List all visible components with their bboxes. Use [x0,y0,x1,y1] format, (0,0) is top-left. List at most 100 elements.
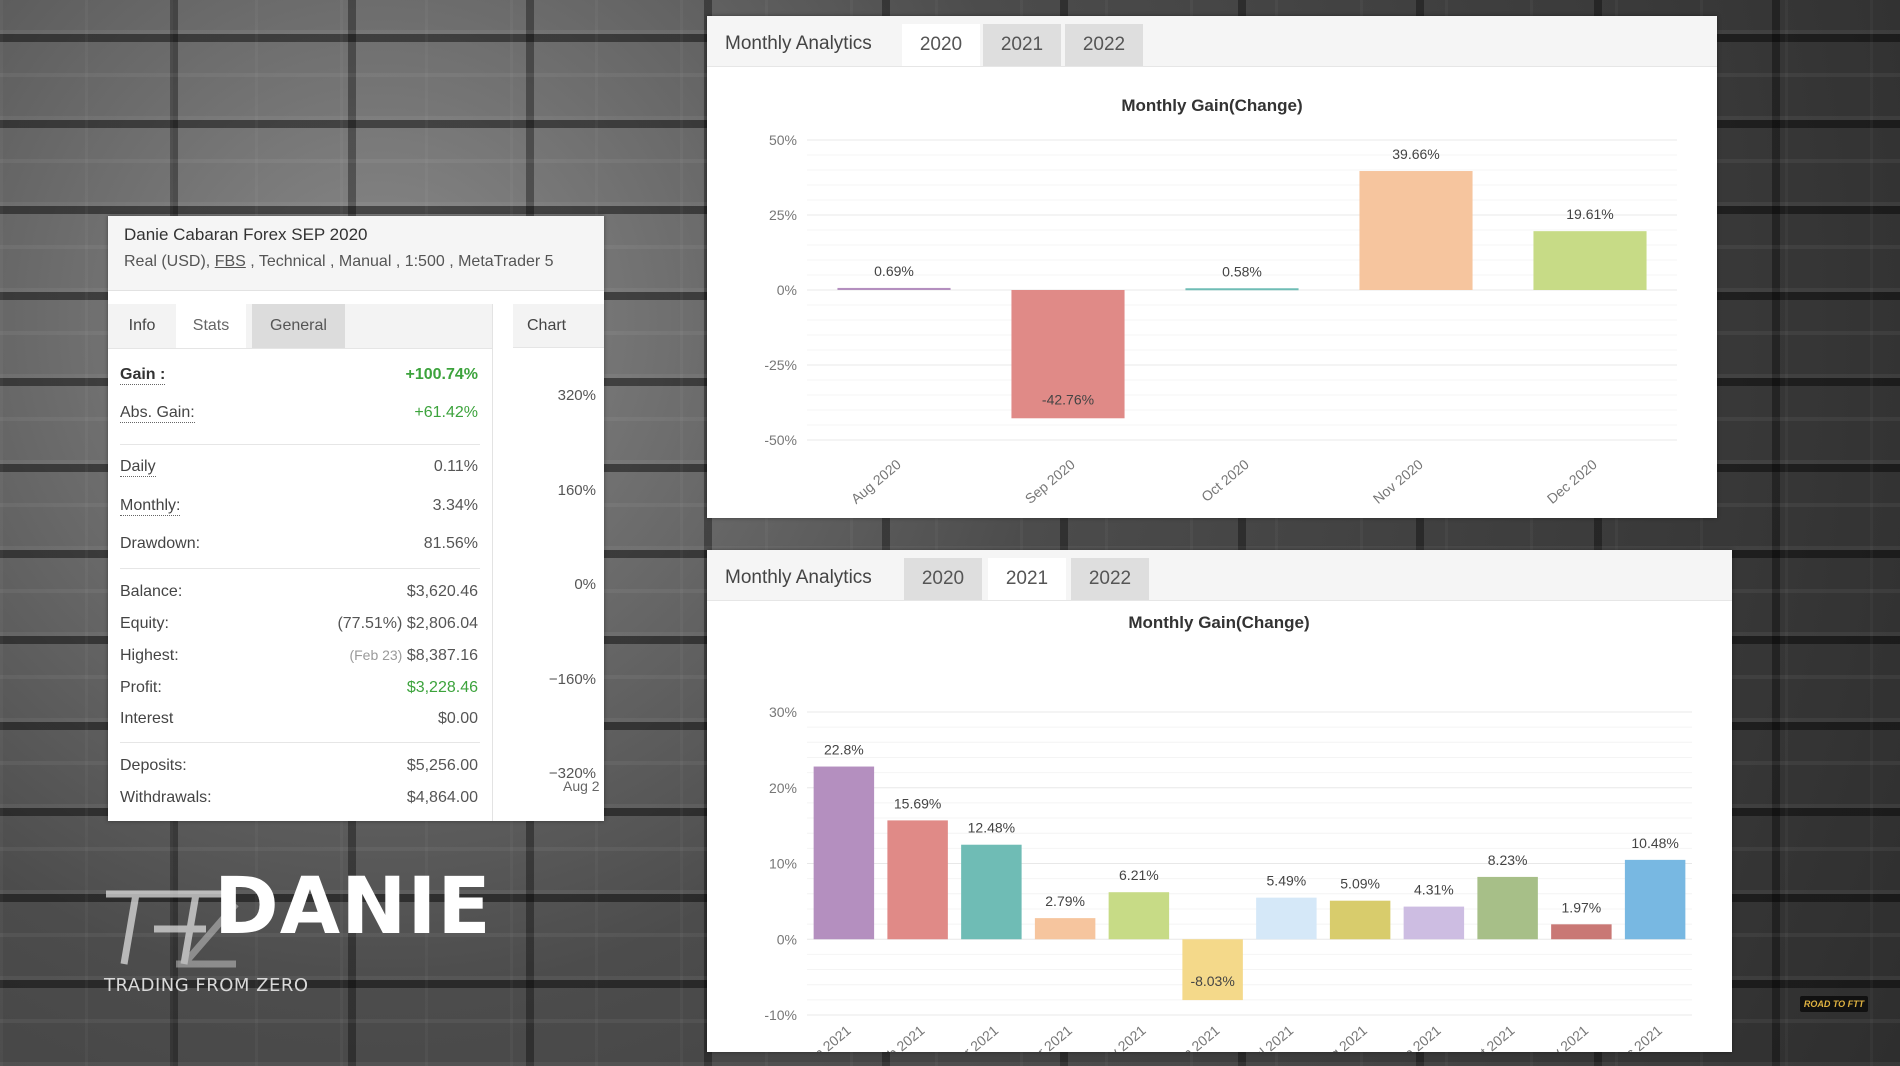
monthly-gain-chart-2021: Monthly Gain(Change) 30% 20% 10% 0% -10% 22.8%… [764,613,1692,1052]
tab-year-2022[interactable]: 2022 [1071,558,1149,600]
mini-chart-tick: 0% [574,576,596,593]
data-label: 19.61% [1566,206,1613,222]
x-tick-label: Jun 2021 [1168,1022,1223,1052]
account-header: Danie Cabaran Forex SEP 2020 Real (USD),… [108,216,604,291]
bar [1403,906,1465,940]
account-details: , Technical , Manual , 1:500 , MetaTrade… [245,253,554,270]
x-tick-label: May 2021 [1091,1022,1149,1052]
y-tick-label: -10% [764,1007,797,1023]
analytics-header: Monthly Analytics 2020 2021 2022 [707,16,1717,67]
divider [120,444,480,445]
x-tick-label: Apr 2021 [1021,1022,1075,1052]
equity-percent: (77.51%) [337,615,403,632]
x-tick-label: Dec 2020 [1544,456,1600,507]
divider [120,742,480,743]
x-tick-label: Feb 2021 [872,1022,928,1052]
data-label: 39.66% [1392,146,1439,162]
mini-chart-panel: Chart 320% 160% 0% −160% −320% Aug 2 [513,304,604,821]
x-tick-label: Jan 2021 [799,1022,854,1052]
stat-value: 0.11% [433,458,478,475]
tab-year-2020[interactable]: 2020 [904,558,982,600]
analytics-header: Monthly Analytics 2020 2021 2022 [707,550,1732,601]
stat-monthly: Monthly: 3.34% [120,497,478,519]
stat-label: Deposits: [120,757,187,774]
equity-amount: $2,806.04 [406,615,478,632]
y-tick-label: -25% [764,357,797,373]
bar [1533,231,1647,290]
stat-abs-gain: Abs. Gain: +61.42% [120,404,478,426]
chart-title: Monthly Gain(Change) [1128,613,1309,632]
bar [1011,290,1125,419]
data-label: 8.23% [1488,852,1528,868]
logo-name: DANIE [214,862,492,952]
y-tick-label: 30% [769,704,797,720]
stat-value: 81.56% [423,535,478,552]
stat-value: +61.42% [414,404,478,421]
tab-general[interactable]: General [252,304,345,348]
stat-drawdown: Drawdown: 81.56% [120,535,478,557]
tab-year-2022[interactable]: 2022 [1065,24,1143,66]
x-tick-label: Oct 2020 [1198,456,1252,505]
account-subtitle: Real (USD), FBS , Technical , Manual , 1… [124,253,554,271]
analytics-title: Monthly Analytics [725,567,872,588]
stat-label: Profit: [120,679,162,696]
account-card: Danie Cabaran Forex SEP 2020 Real (USD),… [108,216,604,821]
broker-link[interactable]: FBS [214,253,246,270]
data-label: 0.58% [1222,263,1262,279]
tab-chart[interactable]: Chart [513,304,604,348]
x-tick-label: Dec 2021 [1609,1022,1665,1052]
analytics-title: Monthly Analytics [725,33,872,54]
stat-label[interactable]: Monthly: [120,497,181,516]
tab-info[interactable]: Info [128,317,156,334]
tab-year-2021[interactable]: 2021 [983,24,1061,66]
bar [961,844,1022,940]
bar [1359,171,1473,290]
stat-balance: Balance: $3,620.46 [120,583,478,605]
bar [1256,897,1317,940]
stat-value: $3,620.46 [406,583,478,600]
y-tick-label: 50% [769,132,797,148]
tab-year-2020[interactable]: 2020 [902,24,980,66]
x-tick-label: Sep 2020 [1022,456,1078,507]
x-tick-label: Mar 2021 [946,1022,1002,1052]
account-type: Real (USD), [124,253,215,270]
stat-daily: Daily 0.11% [120,458,478,480]
stat-value: +100.74% [405,366,478,383]
bar [1182,939,1243,1001]
stat-label[interactable]: Daily [120,458,156,477]
stat-label[interactable]: Abs. Gain: [120,404,195,423]
highest-date: (Feb 23) [349,647,403,663]
x-tick-label: Aug 2020 [848,456,904,507]
bar [1185,288,1299,291]
stat-profit: Profit: $3,228.46 [120,679,478,701]
x-tick-label: Nov 2020 [1370,456,1426,507]
monthly-analytics-2020: Monthly Analytics 2020 2021 2022 Monthly… [707,16,1717,518]
x-tick-label: Jul 2021 [1245,1022,1296,1052]
stat-label: Drawdown: [120,535,201,552]
y-tick-label: 0% [777,282,797,298]
stat-value: (77.51%) $2,806.04 [337,615,478,633]
stat-label: Interest [120,710,174,727]
logo-tagline: TRADING FROM ZERO [104,975,309,996]
stat-interest: Interest $0.00 [120,710,478,732]
danie-logo: DANIE TRADING FROM ZERO [96,860,491,1000]
data-label: 6.21% [1119,867,1159,883]
stat-value: $0.00 [437,710,478,727]
bar [1624,859,1686,940]
x-tick-label: Nov 2021 [1535,1022,1591,1052]
stats-panel: Info Stats General Gain : +100.74% Abs. … [108,304,493,821]
stat-value: $3,228.46 [406,679,478,696]
data-label: 5.09% [1340,876,1380,892]
tfz-logo-mark [106,890,239,968]
stat-deposits: Deposits: $5,256.00 [120,757,478,779]
bar [1034,918,1096,940]
stat-label[interactable]: Gain : [120,366,166,385]
tab-stats[interactable]: Stats [176,304,246,348]
x-tick-label: Oct 2021 [1464,1022,1518,1052]
road-to-ftt-badge: ROAD TO FTT [1800,996,1868,1012]
bar [837,287,951,290]
bar [1329,900,1391,940]
tab-year-2021[interactable]: 2021 [988,558,1066,600]
mini-chart-xlabel: Aug 2 [563,778,600,794]
y-tick-label: 25% [769,207,797,223]
